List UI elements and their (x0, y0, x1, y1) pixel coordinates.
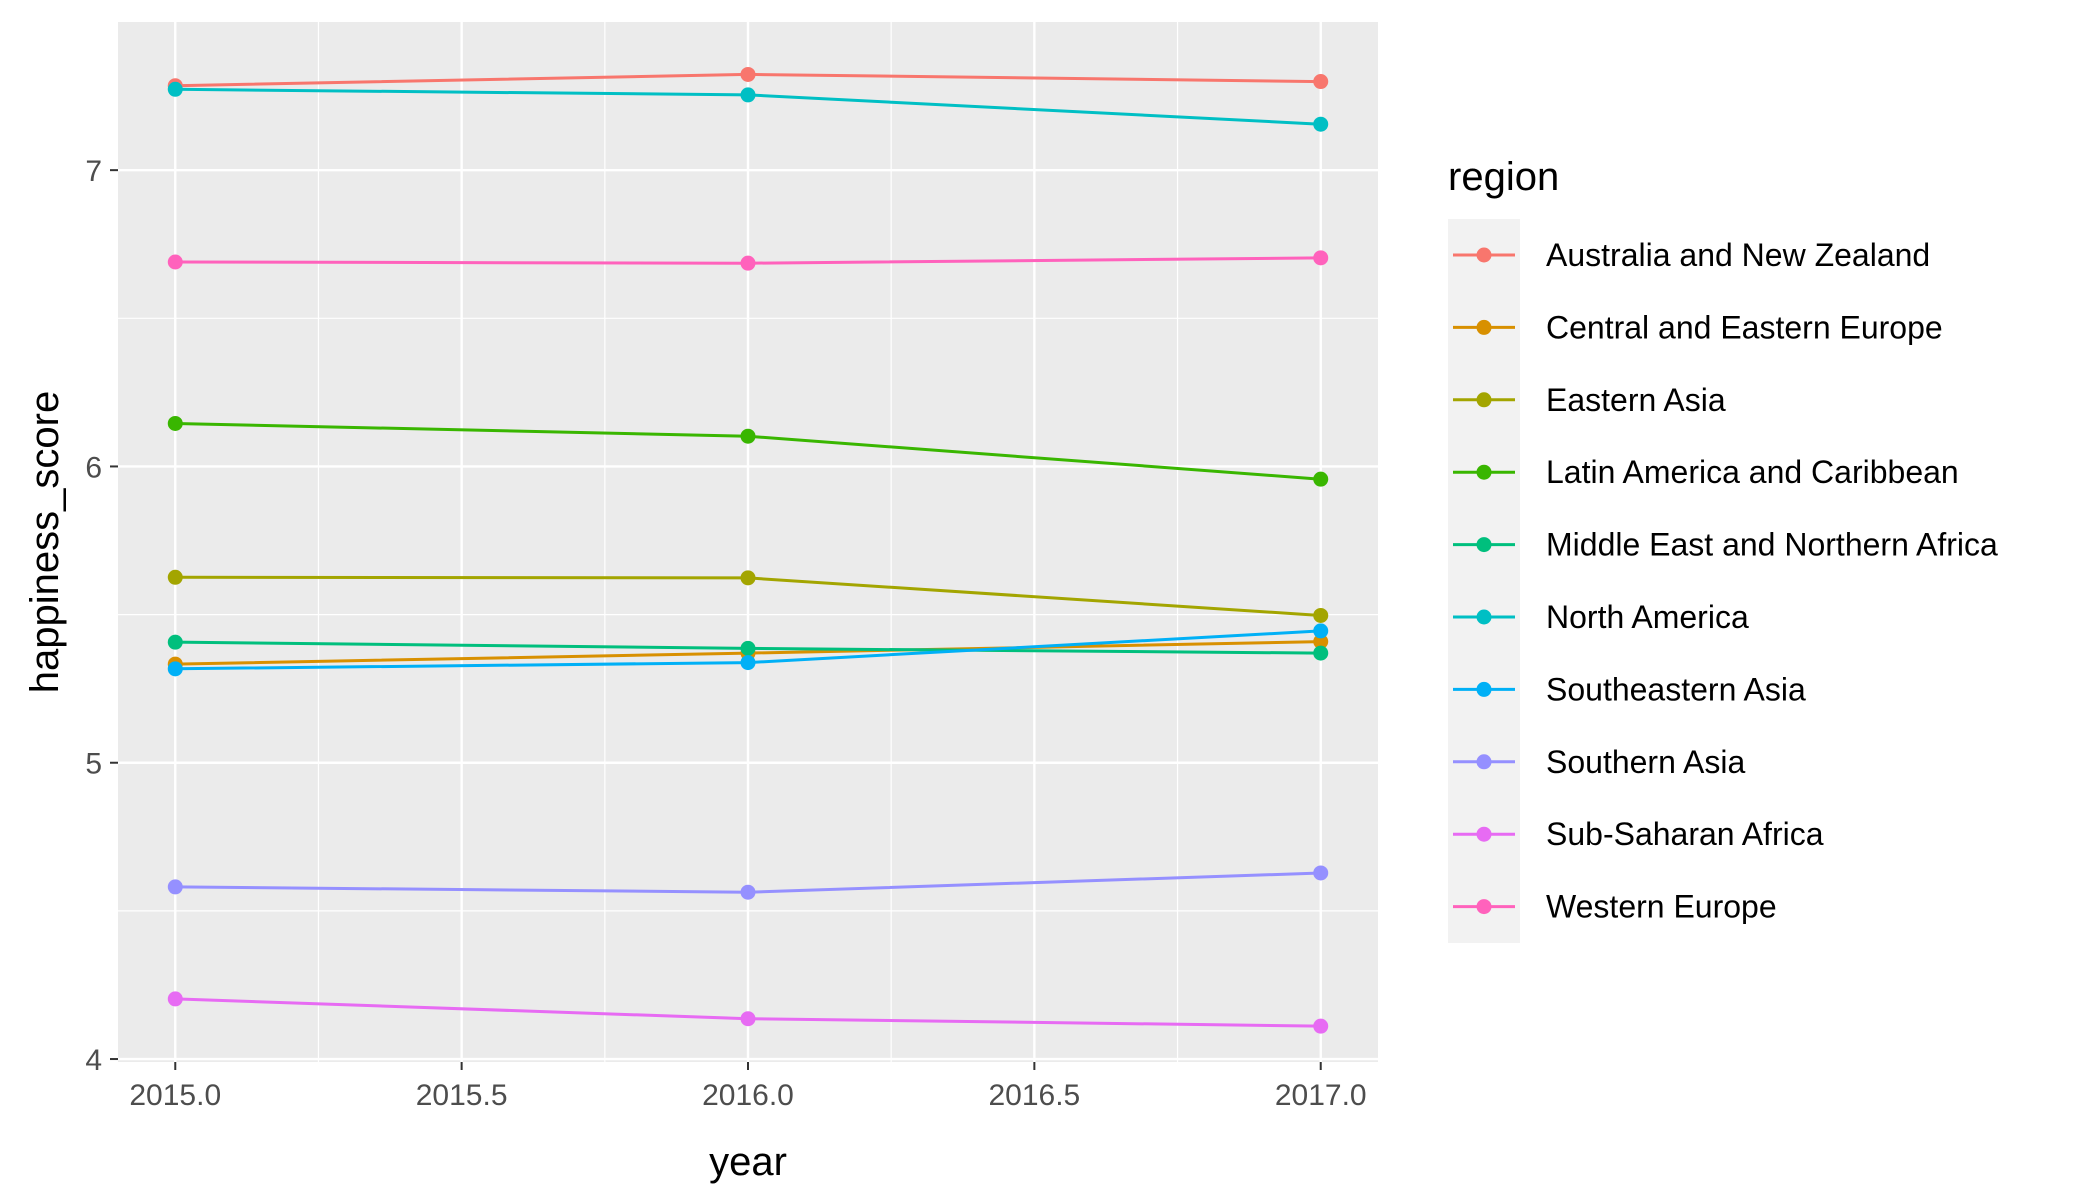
data-point-eastern-asia (740, 570, 756, 586)
y-tick-label: 4 (85, 1044, 102, 1077)
data-point-southern-asia (740, 884, 756, 900)
data-point-eastern-asia (167, 569, 183, 585)
x-tick-label: 2016.0 (702, 1079, 794, 1112)
legend-key-point-southern-asia (1476, 754, 1492, 770)
data-point-middle-east-and-northern-africa (740, 640, 756, 656)
legend-label-australia-and-new-zealand: Australia and New Zealand (1546, 237, 1930, 273)
legend-label-western-europe: Western Europe (1546, 889, 1777, 925)
legend-key-point-north-america (1476, 609, 1492, 625)
legend: Australia and New Zealand Central and Eas… (1453, 237, 1998, 925)
x-tick-label: 2015.5 (416, 1079, 508, 1112)
data-point-southern-asia (1313, 865, 1329, 881)
legend-key-point-eastern-asia (1476, 392, 1492, 408)
x-tick-label: 2017.0 (1275, 1079, 1367, 1112)
data-point-sub-saharan-africa (1313, 1018, 1329, 1034)
data-point-eastern-asia (1313, 607, 1329, 623)
legend-key-point-sub-saharan-africa (1476, 826, 1492, 842)
data-point-north-america (167, 81, 183, 97)
x-tick-labels: 2015.0 2015.5 2016.0 2016.5 2017.0 (129, 1079, 1366, 1112)
legend-key-point-southeastern-asia (1476, 681, 1492, 697)
series-points (167, 66, 1329, 1034)
legend-label-central-and-eastern-europe: Central and Eastern Europe (1546, 309, 1943, 345)
data-point-middle-east-and-northern-africa (167, 634, 183, 650)
data-point-southeastern-asia (1313, 623, 1329, 639)
legend-key-background (1448, 219, 1520, 943)
data-point-southeastern-asia (740, 655, 756, 671)
data-point-western-europe (740, 255, 756, 271)
legend-label-sub-saharan-africa: Sub-Saharan Africa (1546, 816, 1824, 852)
data-point-southern-asia (167, 879, 183, 895)
legend-label-eastern-asia: Eastern Asia (1546, 382, 1726, 418)
data-point-western-europe (1313, 250, 1329, 266)
data-point-latin-america-and-caribbean (740, 428, 756, 444)
legend-label-southern-asia: Southern Asia (1546, 744, 1745, 780)
x-axis-title: year (709, 1140, 787, 1184)
legend-label-middle-east-and-northern-africa: Middle East and Northern Africa (1546, 527, 1998, 563)
legend-label-latin-america-and-caribbean: Latin America and Caribbean (1546, 454, 1959, 490)
y-tick-label: 6 (85, 451, 102, 484)
data-point-north-america (740, 87, 756, 103)
x-tick-label: 2016.5 (988, 1079, 1080, 1112)
legend-label-north-america: North America (1546, 599, 1749, 635)
y-tick-labels: 4 5 6 7 (85, 155, 102, 1077)
legend-key-point-western-europe (1476, 899, 1492, 915)
data-point-middle-east-and-northern-africa (1313, 645, 1329, 661)
data-point-latin-america-and-caribbean (1313, 471, 1329, 487)
data-point-sub-saharan-africa (167, 991, 183, 1007)
data-point-southeastern-asia (167, 661, 183, 677)
data-point-latin-america-and-caribbean (167, 415, 183, 431)
axis-ticks (110, 169, 1322, 1070)
data-point-australia-and-new-zealand (740, 66, 756, 82)
data-point-central-and-eastern-europe (1313, 634, 1329, 650)
legend-key-point-latin-america-and-caribbean (1476, 464, 1492, 480)
data-point-north-america (1313, 116, 1329, 132)
legend-key-point-middle-east-and-northern-africa (1476, 537, 1492, 553)
data-point-western-europe (167, 254, 183, 270)
x-tick-label: 2015.0 (129, 1079, 221, 1112)
legend-title: region (1448, 155, 1559, 199)
legend-key-point-australia-and-new-zealand (1476, 247, 1492, 263)
y-axis-title: happiness_score (23, 391, 67, 693)
y-tick-label: 5 (85, 748, 102, 781)
y-tick-label: 7 (85, 155, 102, 188)
data-point-sub-saharan-africa (740, 1011, 756, 1027)
data-point-australia-and-new-zealand (1313, 74, 1329, 90)
legend-key-point-central-and-eastern-europe (1476, 319, 1492, 335)
legend-label-southeastern-asia: Southeastern Asia (1546, 671, 1806, 707)
